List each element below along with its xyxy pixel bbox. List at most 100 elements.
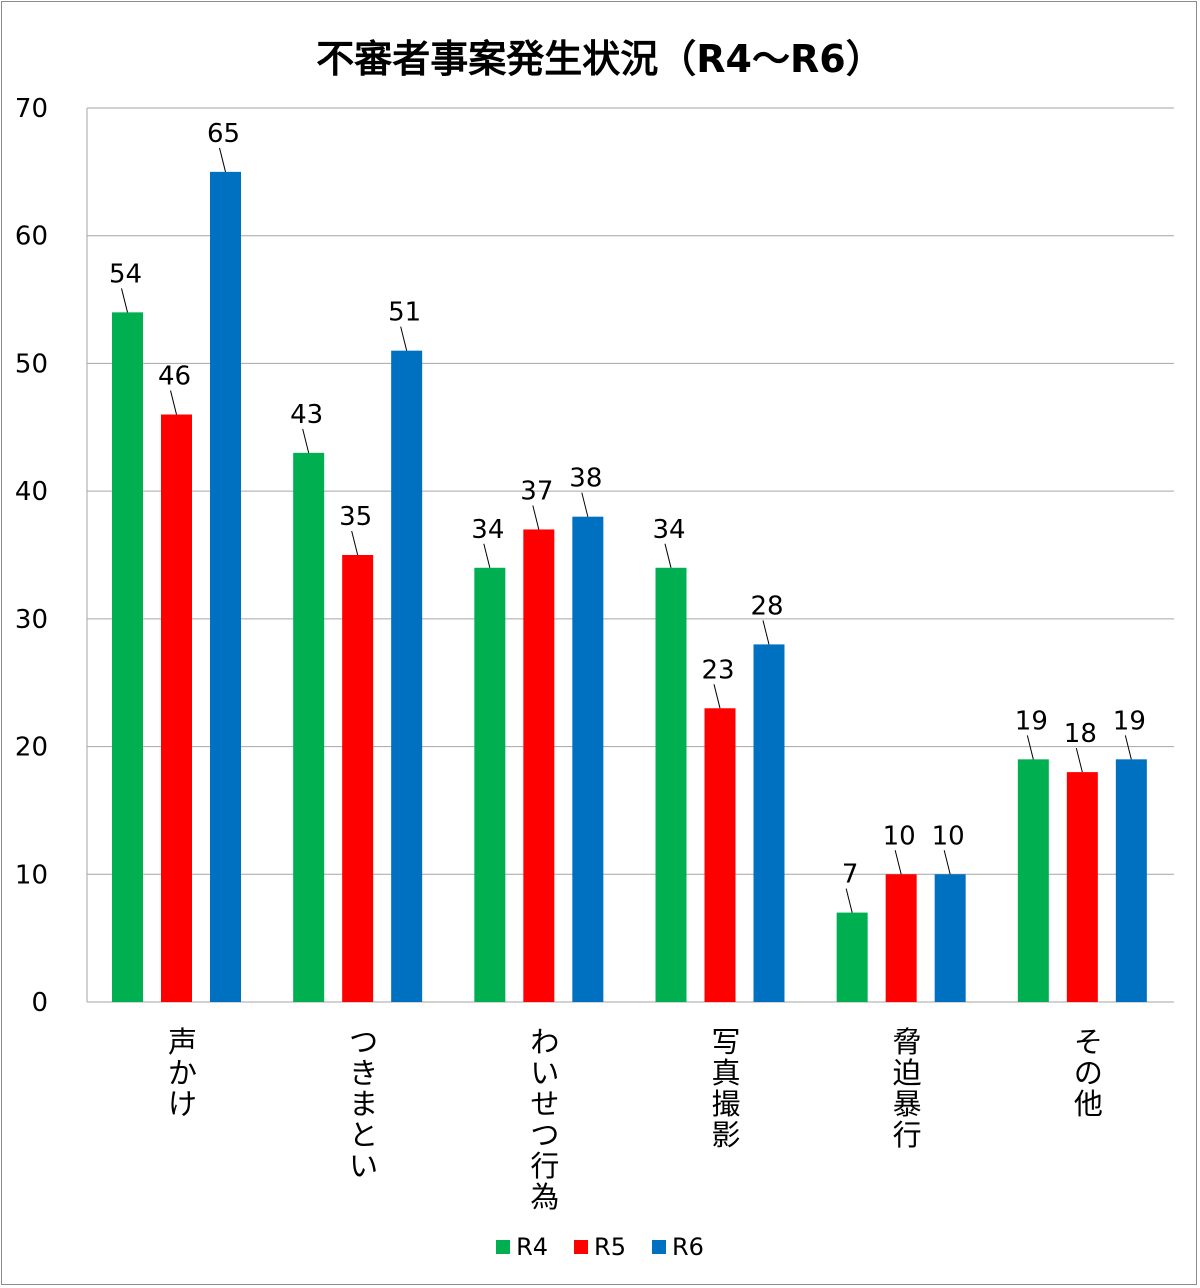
category-label-char: と <box>349 1118 378 1152</box>
category-label-char: 他 <box>1074 1087 1103 1121</box>
category-label-char: せ <box>530 1087 559 1121</box>
legend-item-R4: R4 <box>496 1233 548 1261</box>
category-label-char: い <box>349 1149 378 1183</box>
y-tick-label: 20 <box>15 733 48 763</box>
bar-R6-2 <box>572 516 604 1002</box>
bar-R5-3 <box>704 708 736 1002</box>
data-label-R4-3: 34 <box>652 515 685 545</box>
category-label-char: 真 <box>711 1056 740 1090</box>
grid-lines <box>86 107 1174 1003</box>
y-tick-label: 40 <box>15 477 48 507</box>
category-label-char: 行 <box>893 1118 922 1152</box>
leader-line <box>483 543 491 568</box>
legend-swatch <box>651 1240 666 1254</box>
bar-R4-5 <box>1017 759 1049 1002</box>
category-label-char: そ <box>1074 1025 1103 1059</box>
data-label-R6-0: 65 <box>207 119 240 149</box>
y-tick-label: 10 <box>15 860 48 890</box>
data-label-R5-1: 35 <box>339 502 372 532</box>
legend-swatch <box>574 1240 589 1254</box>
leader-line <box>894 850 902 875</box>
leader-line <box>219 147 226 172</box>
category-label-char: ま <box>349 1087 378 1121</box>
bar-R6-4 <box>934 874 966 1002</box>
legend-label: R5 <box>594 1233 626 1261</box>
data-label-R6-2: 38 <box>569 464 602 494</box>
leader-line <box>943 850 951 875</box>
category-label-char: か <box>168 1056 197 1090</box>
data-label-R5-3: 23 <box>701 655 734 685</box>
bar-R5-0 <box>161 414 192 1002</box>
legend-swatch <box>496 1240 511 1254</box>
legend-label: R6 <box>671 1233 704 1261</box>
data-label-R5-4: 10 <box>883 821 916 851</box>
leader-line <box>302 428 310 453</box>
category-label-char: つ <box>530 1118 559 1152</box>
leader-line <box>762 620 770 645</box>
data-label-R6-4: 10 <box>932 821 965 851</box>
data-label-R4-5: 19 <box>1015 706 1048 736</box>
data-label-R6-1: 51 <box>388 298 421 328</box>
chart-title: 不審者事案発生状況（R4～R6） <box>316 37 884 81</box>
category-label-char: 声 <box>168 1025 197 1059</box>
data-label-R6-3: 28 <box>750 591 783 621</box>
bar-R4-3 <box>655 567 687 1002</box>
y-tick-label: 50 <box>15 349 48 379</box>
leader-line <box>351 530 359 556</box>
bar-chart: 0 10 20 30 40 50 60 70 54 46 65 43 35 51 34 37 38 34 23 28… <box>15 94 1174 1214</box>
category-label-char: 影 <box>711 1118 740 1152</box>
data-label-R4-2: 34 <box>471 515 504 545</box>
leader-line <box>1124 735 1132 760</box>
y-tick-label: 70 <box>15 94 48 124</box>
leader-line <box>400 326 408 351</box>
y-tick-label: 60 <box>15 222 48 252</box>
leader-line <box>121 288 128 313</box>
legend-item-R5: R5 <box>574 1233 626 1261</box>
bar-R5-1 <box>342 555 374 1002</box>
leader-line <box>532 505 540 530</box>
bars <box>112 171 1147 1003</box>
bar-R6-5 <box>1115 759 1147 1002</box>
data-labels: 54 46 65 43 35 51 34 37 38 34 23 28 7 10 10 19 18 19 <box>109 119 1146 913</box>
bar-R6-0 <box>210 171 241 1002</box>
bar-R4-0 <box>112 312 143 1002</box>
category-label-char: 暴 <box>893 1087 922 1121</box>
category-label-char: 行 <box>530 1149 559 1183</box>
legend-item-R6: R6 <box>651 1233 704 1261</box>
leader-line <box>1075 747 1083 773</box>
category-label-char: い <box>530 1056 559 1090</box>
legend-label: R4 <box>516 1233 549 1261</box>
category-label-char: の <box>1074 1056 1103 1090</box>
leader-line <box>664 543 672 568</box>
data-label-R4-0: 54 <box>109 259 142 289</box>
legend: R4 R5 R6 <box>0 1233 1200 1261</box>
category-label-char: き <box>349 1056 378 1090</box>
data-label-R4-1: 43 <box>290 400 323 430</box>
leader-line <box>713 684 721 709</box>
category-label-char: 撮 <box>711 1087 740 1121</box>
y-tick-label: 0 <box>31 988 48 1018</box>
bar-R6-3 <box>753 644 785 1002</box>
bar-R5-4 <box>885 874 917 1002</box>
leader-line <box>170 390 177 415</box>
category-label-char: け <box>168 1087 197 1121</box>
bar-R4-2 <box>474 567 506 1002</box>
category-label-char: わ <box>530 1025 559 1059</box>
category-label-char: つ <box>349 1025 378 1059</box>
bar-R4-1 <box>293 452 325 1002</box>
data-label-R6-5: 19 <box>1113 706 1146 736</box>
bar-R4-4 <box>836 912 868 1002</box>
bar-R5-2 <box>523 529 555 1002</box>
bar-R6-1 <box>391 350 423 1003</box>
data-label-R5-2: 37 <box>520 476 553 506</box>
data-label-R5-0: 46 <box>158 362 191 392</box>
leader-line <box>581 492 589 517</box>
y-tick-label: 30 <box>15 605 48 635</box>
data-label-R5-5: 18 <box>1064 719 1097 749</box>
category-label-char: 脅 <box>893 1025 922 1059</box>
data-label-R4-4: 7 <box>842 860 859 890</box>
leader-line <box>1026 735 1034 760</box>
category-label-char: 迫 <box>893 1056 922 1090</box>
